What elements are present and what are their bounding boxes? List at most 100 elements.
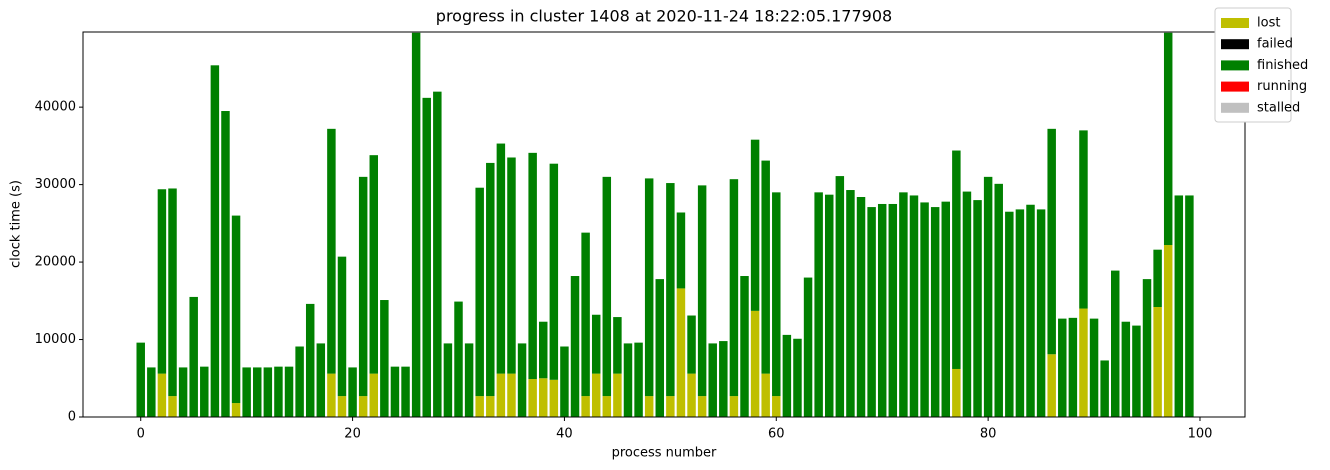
bar-segment [634, 342, 643, 417]
bar-segment [570, 276, 580, 417]
bar-segment [994, 183, 1003, 417]
bar-segment [475, 187, 484, 397]
bar-segment [178, 367, 188, 417]
x-tick-label: 20 [344, 427, 361, 442]
bar-segment [602, 396, 612, 417]
bar-segment [1005, 211, 1014, 417]
bar-segment [1047, 128, 1056, 355]
bar-segment [920, 202, 929, 417]
bar-segment [930, 207, 940, 417]
bar-segment [549, 163, 559, 380]
bar-segment [740, 276, 749, 417]
chart-title: progress in cluster 1408 at 2020-11-24 1… [436, 7, 892, 26]
legend-label: stalled [1257, 100, 1300, 115]
bar-segment [168, 396, 177, 417]
bar-segment [1174, 195, 1184, 417]
bar-segment [1079, 130, 1088, 309]
legend-swatch [1221, 81, 1249, 92]
bar-segment [1079, 308, 1088, 417]
bar-segment [750, 310, 760, 417]
bar-segment [369, 155, 379, 374]
bar-segment [1153, 307, 1162, 417]
x-tick-label: 60 [768, 427, 785, 442]
y-tick-label: 0 [68, 410, 76, 425]
bar-segment [210, 65, 220, 417]
x-axis-label: process number [612, 446, 717, 461]
bar-segment [591, 373, 601, 417]
bar-segment [295, 346, 304, 417]
bar-segment [496, 373, 506, 417]
bar-segment [581, 232, 590, 397]
bar-segment [454, 301, 463, 417]
bar-segment [221, 111, 230, 417]
bar-segment [274, 366, 283, 417]
bar-segment [422, 97, 431, 418]
bar-segment [1132, 325, 1141, 417]
bar-segment [475, 396, 484, 417]
bar-segment [539, 321, 548, 379]
bar-segment [856, 197, 866, 417]
y-tick-label: 20000 [35, 255, 76, 270]
bar-segment [253, 367, 262, 417]
legend-swatch [1221, 39, 1249, 50]
bar-segment [200, 366, 209, 417]
bar-segment [358, 396, 368, 417]
bar-segment [348, 367, 357, 417]
bar-segment [380, 300, 389, 417]
bar-segment [687, 373, 696, 417]
bar-segment [231, 215, 241, 404]
bar-segment [136, 342, 145, 417]
bar-segment [835, 176, 845, 417]
bar-segment [147, 367, 156, 417]
legend-label: failed [1257, 37, 1293, 52]
bar-segment [666, 183, 675, 397]
bar-segment [772, 192, 781, 397]
bar-segment [729, 396, 739, 417]
bar-segment [1142, 279, 1152, 417]
bar-segment [168, 188, 177, 397]
bar-segment [676, 212, 686, 289]
bar-segment [814, 192, 823, 417]
bar-segment [803, 277, 813, 417]
bar-segment [401, 366, 410, 417]
bar-segment [157, 189, 167, 374]
y-tick-label: 40000 [35, 100, 76, 115]
legend-swatch [1221, 102, 1249, 113]
bar-segment [697, 185, 707, 397]
bar-segment [708, 343, 717, 417]
bar-segment [560, 346, 569, 417]
bar-segment [1153, 249, 1162, 307]
bar-segment [337, 256, 347, 397]
bar-segment [941, 201, 950, 417]
legend-box [1214, 7, 1292, 123]
bar-segment [507, 157, 516, 374]
bar-segment [284, 366, 294, 417]
bar-segment [687, 315, 696, 374]
bar-segment [1185, 195, 1194, 417]
bar-segment [1163, 32, 1173, 246]
bar-segment [877, 203, 887, 417]
bar-segment [772, 396, 781, 417]
bar-segment [676, 288, 686, 417]
bar-segment [793, 338, 802, 417]
bar-segment [846, 190, 855, 417]
bar-segment [464, 343, 474, 417]
bar-segment [157, 373, 167, 417]
bar-segment [825, 194, 834, 417]
legend-label: finished [1257, 58, 1308, 73]
bar-segment [1089, 318, 1099, 417]
bar-segment [369, 373, 379, 417]
legend-label: lost [1257, 16, 1280, 31]
y-tick-label: 10000 [35, 332, 76, 347]
bar-segment [782, 334, 792, 417]
bar-segment [1058, 318, 1067, 417]
bar-segment [443, 343, 453, 417]
bar-segment [486, 396, 495, 417]
bar-segment [517, 343, 527, 417]
bar-segment [983, 176, 993, 417]
bar-segment [1047, 354, 1056, 417]
bar-segment [549, 379, 559, 417]
bar-segment [327, 373, 336, 417]
bar-segment [1121, 321, 1131, 417]
